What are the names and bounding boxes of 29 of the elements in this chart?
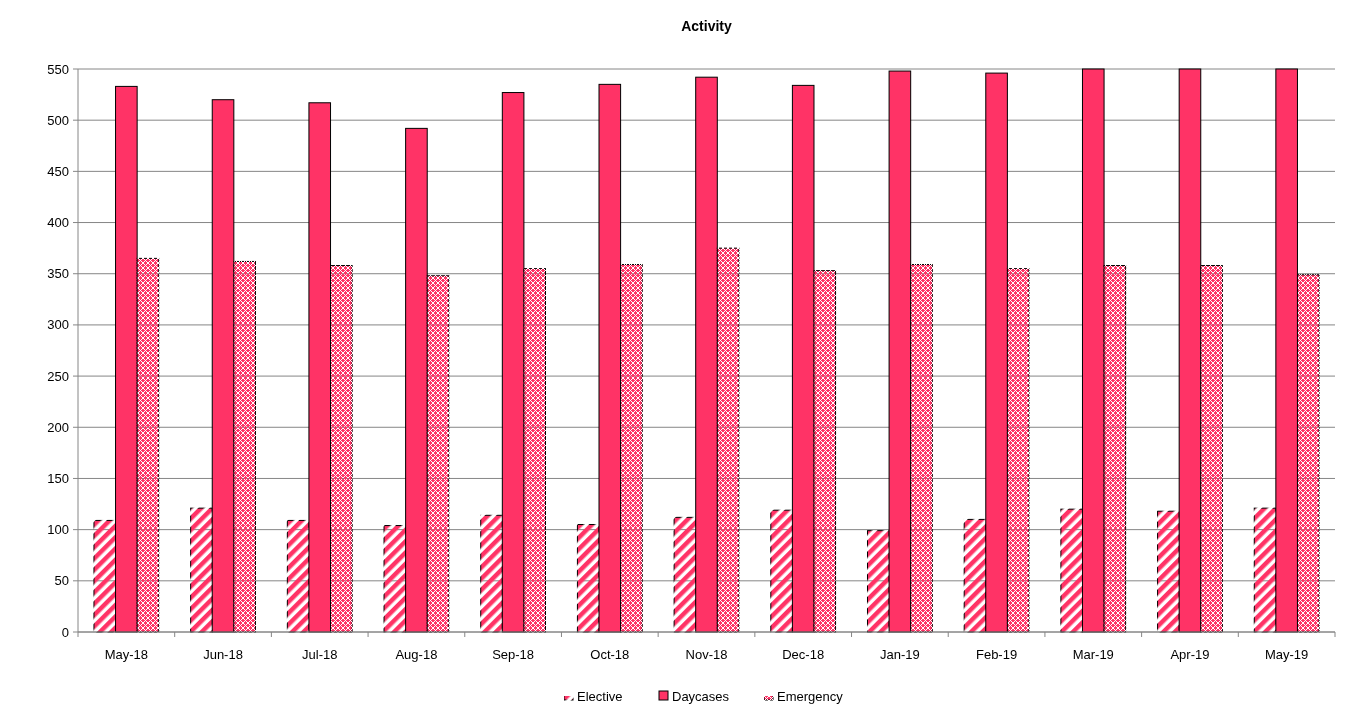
x-tick-label: Jun-18 bbox=[203, 647, 243, 662]
y-tick-label: 400 bbox=[47, 215, 69, 231]
x-tick-label: May-18 bbox=[104, 647, 149, 662]
x-tick-label: Apr-19 bbox=[1170, 647, 1210, 662]
y-tick-label: 250 bbox=[47, 368, 69, 384]
y-tick-label: 150 bbox=[47, 471, 69, 486]
chart-title: Activity bbox=[681, 18, 732, 34]
legend-label: Daycases bbox=[672, 688, 730, 704]
x-tick-label: Nov-18 bbox=[685, 647, 728, 662]
x-tick-label: Jan-19 bbox=[880, 647, 920, 662]
x-tick-label: Jul-18 bbox=[302, 647, 338, 662]
y-tick-label: 0 bbox=[61, 624, 69, 640]
x-tick-label: Mar-19 bbox=[1072, 647, 1114, 662]
x-tick-label: May-19 bbox=[1264, 647, 1309, 662]
legend-label: Elective bbox=[577, 688, 623, 704]
legend-label: Emergency bbox=[777, 688, 844, 704]
y-tick-label: 100 bbox=[47, 522, 69, 538]
y-tick-label: 200 bbox=[47, 419, 69, 435]
y-tick-label: 350 bbox=[47, 266, 69, 282]
y-tick-label: 500 bbox=[47, 112, 69, 128]
x-tick-label: Sep-18 bbox=[492, 647, 535, 662]
y-tick-label: 300 bbox=[47, 317, 69, 333]
x-tick-label: Dec-18 bbox=[782, 647, 825, 662]
y-tick-label: 550 bbox=[47, 61, 69, 77]
x-tick-label: Aug-18 bbox=[395, 647, 438, 662]
x-tick-label: Feb-19 bbox=[975, 647, 1018, 662]
x-tick-label: Oct-18 bbox=[590, 647, 630, 662]
y-tick-label: 450 bbox=[47, 163, 69, 179]
y-tick-label: 50 bbox=[54, 573, 69, 589]
